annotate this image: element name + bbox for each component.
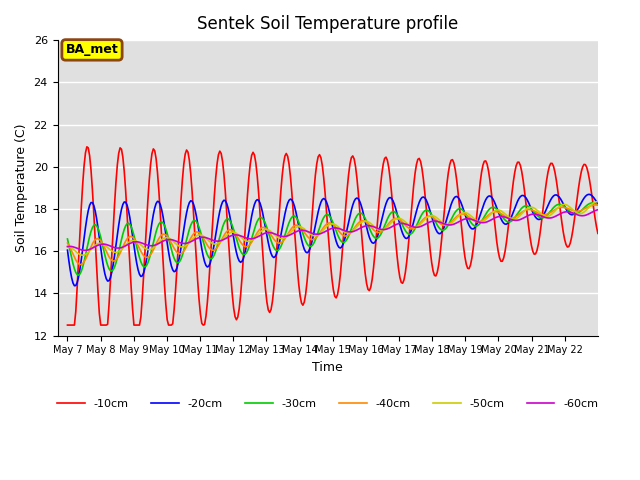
-50cm <box>522 207 530 213</box>
-50cm <box>443 222 451 228</box>
-40cm <box>593 202 600 208</box>
-40cm <box>591 202 599 208</box>
-10cm <box>591 216 599 221</box>
-60cm <box>591 208 599 214</box>
Line: -40cm: -40cm <box>67 205 598 264</box>
-40cm <box>83 253 91 259</box>
-40cm <box>443 222 451 228</box>
-20cm <box>522 195 530 201</box>
-20cm <box>338 244 346 250</box>
Line: -10cm: -10cm <box>67 147 598 325</box>
-40cm <box>338 231 346 237</box>
-60cm <box>522 214 530 220</box>
Line: -60cm: -60cm <box>67 210 598 251</box>
-20cm <box>593 199 600 204</box>
-30cm <box>522 203 530 209</box>
-50cm <box>83 251 91 256</box>
-60cm <box>338 227 346 232</box>
-10cm <box>82 150 90 156</box>
-60cm <box>594 207 602 213</box>
-50cm <box>338 227 346 233</box>
-10cm <box>338 257 346 263</box>
Text: BA_met: BA_met <box>66 43 118 57</box>
X-axis label: Time: Time <box>312 361 343 374</box>
-60cm <box>82 248 90 253</box>
-10cm <box>100 322 108 328</box>
-10cm <box>63 322 71 328</box>
-50cm <box>591 199 599 205</box>
-50cm <box>100 241 108 247</box>
-60cm <box>100 241 108 247</box>
-30cm <box>338 239 346 245</box>
-40cm <box>76 262 84 267</box>
-40cm <box>522 207 530 213</box>
Line: -30cm: -30cm <box>67 203 598 275</box>
Y-axis label: Soil Temperature (C): Soil Temperature (C) <box>15 124 28 252</box>
-30cm <box>443 224 451 230</box>
-20cm <box>63 247 71 253</box>
-60cm <box>63 244 71 250</box>
-20cm <box>586 192 593 197</box>
-30cm <box>593 201 600 207</box>
-10cm <box>522 200 530 205</box>
-20cm <box>100 264 108 270</box>
-60cm <box>443 222 451 228</box>
-30cm <box>83 246 91 252</box>
-10cm <box>83 144 91 150</box>
-30cm <box>100 246 108 252</box>
-20cm <box>594 201 602 206</box>
Legend: -10cm, -20cm, -30cm, -40cm, -50cm, -60cm: -10cm, -20cm, -30cm, -40cm, -50cm, -60cm <box>52 395 603 413</box>
-30cm <box>63 236 71 242</box>
Title: Sentek Soil Temperature profile: Sentek Soil Temperature profile <box>197 15 458 33</box>
-40cm <box>100 242 108 248</box>
-60cm <box>83 247 91 253</box>
Line: -50cm: -50cm <box>67 202 598 255</box>
-20cm <box>83 216 91 221</box>
-30cm <box>594 202 602 208</box>
Line: -20cm: -20cm <box>67 194 598 286</box>
-10cm <box>443 181 451 187</box>
-50cm <box>594 199 602 204</box>
-50cm <box>63 243 71 249</box>
-50cm <box>79 252 86 258</box>
-40cm <box>63 240 71 246</box>
-20cm <box>443 216 451 221</box>
-30cm <box>75 272 83 278</box>
-10cm <box>594 230 602 236</box>
-40cm <box>594 202 602 208</box>
-20cm <box>70 283 78 288</box>
-30cm <box>589 200 596 206</box>
